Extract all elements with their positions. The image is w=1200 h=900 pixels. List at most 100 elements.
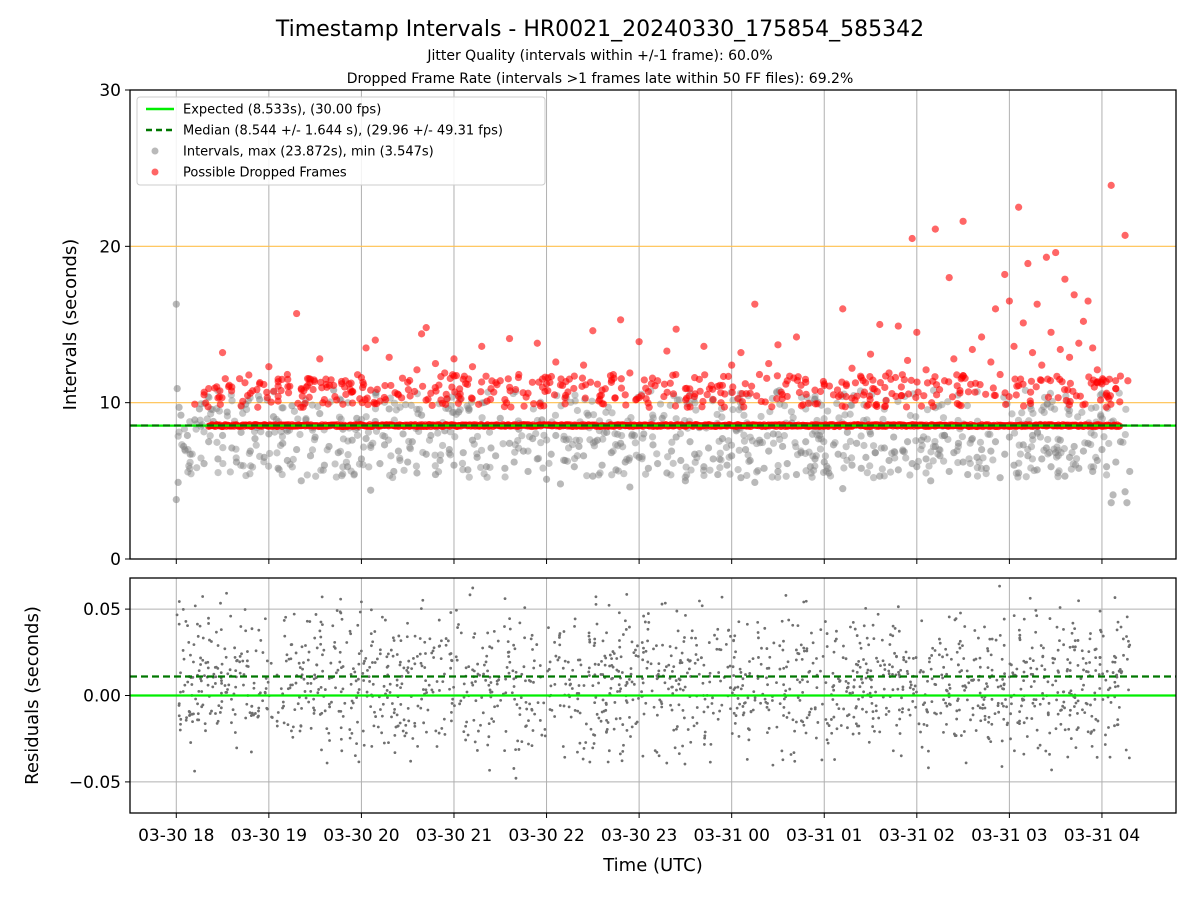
chart-subtitle-jitter: Jitter Quality (intervals within +/-1 fr…: [426, 48, 772, 64]
residual-point: [362, 662, 366, 665]
interval-point: [973, 464, 981, 472]
residual-point: [759, 662, 763, 666]
interval-point: [389, 473, 397, 482]
residual-point: [1101, 698, 1105, 701]
interval-point: [276, 441, 285, 450]
residual-point: [201, 636, 205, 640]
residual-point: [703, 743, 706, 746]
interval-point: [207, 410, 215, 418]
interval-point: [219, 444, 227, 452]
dropped-frame-point: [908, 234, 916, 243]
residual-point: [519, 696, 523, 700]
residual-point: [837, 677, 840, 681]
interval-point: [563, 457, 572, 465]
residual-point: [329, 661, 333, 665]
interval-point: [704, 444, 713, 452]
interval-point: [335, 413, 344, 421]
residual-point: [794, 658, 798, 662]
dropped-frame-point: [309, 385, 317, 394]
dropped-frame-point: [552, 358, 560, 366]
residual-point: [1115, 675, 1119, 679]
residual-point: [945, 704, 949, 708]
interval-point: [575, 436, 584, 444]
residual-point: [362, 679, 366, 682]
dropped-frame-point: [611, 394, 619, 402]
dropped-frame-point: [387, 381, 395, 390]
dropped-frame-point: [579, 361, 588, 369]
dropped-frame-point: [530, 400, 538, 408]
residual-point: [708, 671, 712, 675]
interval-point: [681, 473, 689, 481]
interval-point: [954, 442, 962, 451]
dropped-frame-point: [482, 372, 490, 380]
residual-point: [747, 738, 751, 742]
residual-point: [785, 665, 788, 669]
interval-point: [483, 473, 491, 481]
residual-point: [713, 633, 716, 637]
interval-point: [477, 446, 486, 454]
residual-point: [568, 678, 571, 682]
dropped-frame-point: [637, 392, 646, 400]
residual-point: [811, 641, 815, 645]
residual-point: [389, 648, 393, 652]
interval-point: [390, 467, 398, 476]
residual-point: [181, 607, 185, 611]
dropped-frame-point: [897, 383, 905, 391]
residual-point: [1073, 648, 1076, 652]
residual-point: [876, 612, 880, 616]
residual-point: [845, 690, 848, 693]
residual-point: [515, 703, 519, 706]
residual-point: [1058, 606, 1062, 609]
residual-point: [672, 728, 676, 732]
residual-point: [891, 673, 894, 676]
residual-point: [699, 656, 703, 660]
residual-point: [947, 615, 951, 619]
residual-point: [1115, 628, 1119, 632]
interval-point: [314, 403, 322, 411]
residual-point: [323, 688, 327, 691]
residual-point: [701, 681, 705, 685]
residual-point: [1077, 599, 1080, 603]
residual-point: [587, 634, 591, 638]
residual-point: [525, 707, 529, 711]
interval-point: [820, 468, 828, 477]
interval-point: [658, 414, 666, 422]
residual-point: [216, 719, 220, 723]
interval-point: [1015, 469, 1023, 477]
residual-point: [834, 637, 838, 641]
residual-point: [741, 684, 745, 687]
residual-point: [921, 670, 925, 674]
x-tick-label: 03-31 00: [693, 826, 769, 846]
interval-point: [505, 439, 514, 447]
interval-point: [653, 450, 661, 458]
interval-point: [691, 399, 699, 407]
interval-point: [1024, 445, 1032, 454]
residual-point: [486, 669, 489, 673]
interval-point: [617, 439, 625, 447]
dropped-frame-point: [286, 382, 294, 390]
interval-point: [1121, 430, 1129, 439]
interval-point: [589, 472, 597, 480]
residual-point: [357, 677, 360, 681]
interval-point: [769, 439, 778, 447]
residual-point: [398, 663, 402, 667]
interval-point: [596, 469, 604, 477]
residual-point: [203, 722, 207, 726]
residual-point: [703, 734, 707, 738]
interval-point: [1054, 473, 1062, 481]
residual-point: [527, 742, 530, 746]
interval-point: [223, 408, 231, 416]
interval-point: [862, 453, 870, 461]
interval-point: [1033, 428, 1042, 436]
interval-point: [899, 446, 907, 454]
dropped-frame-point: [297, 386, 306, 394]
residual-point: [300, 706, 303, 710]
residual-point: [558, 636, 561, 639]
interval-point: [846, 437, 855, 445]
residual-point: [963, 625, 967, 628]
residual-point: [438, 644, 442, 648]
residual-point: [356, 720, 359, 724]
residual-point: [824, 681, 828, 685]
residual-point: [1070, 631, 1074, 635]
residual-point: [787, 711, 791, 715]
